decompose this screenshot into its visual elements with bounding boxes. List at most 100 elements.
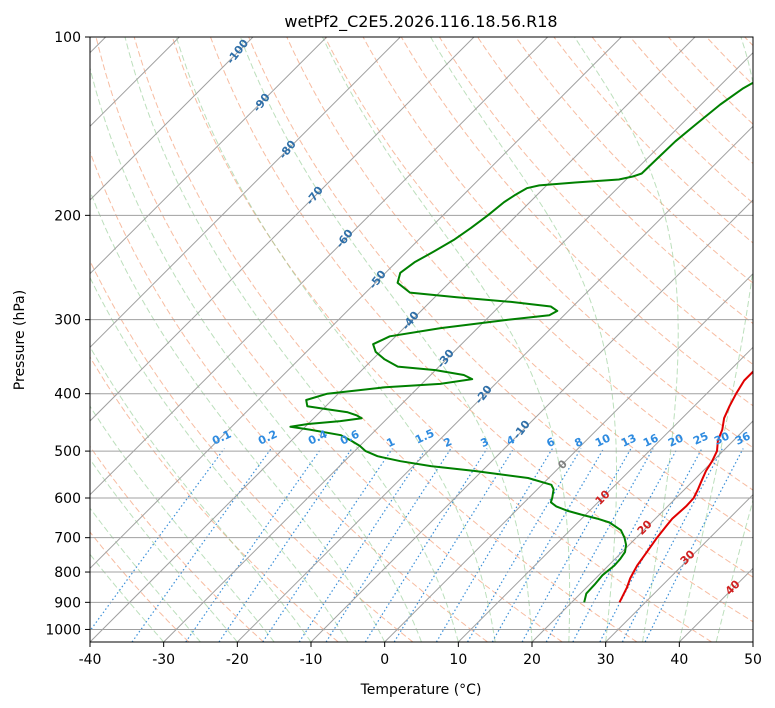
mixing-ratio-line — [185, 448, 322, 642]
dry-adiabat-line — [706, 37, 753, 86]
isotherm-line — [90, 37, 475, 422]
isotherm-line — [163, 51, 753, 642]
isotherm-line — [90, 37, 328, 275]
mixing-ratio-line — [572, 448, 678, 642]
mixing-ratio-label: 8 — [573, 435, 585, 450]
mixing-ratio-label: 6 — [545, 435, 558, 450]
moist-adiabat-line — [574, 37, 679, 642]
isotherm-line — [678, 567, 753, 642]
mixing-ratio-line — [325, 448, 452, 642]
y-tick-label: 100 — [54, 30, 81, 46]
dry-adiabat-line — [248, 37, 753, 578]
moist-adiabat-line — [90, 276, 349, 642]
moist-adiabat-line — [90, 458, 238, 642]
mixing-ratio-line — [131, 448, 272, 642]
mixing-ratio-label: 0.2 — [256, 428, 279, 448]
y-tick-label: 400 — [54, 387, 81, 403]
dry-adiabat-line — [90, 531, 190, 642]
moist-adiabat-line — [715, 498, 753, 642]
x-tick-label: 0 — [380, 652, 389, 668]
moist-adiabat-label: 20 — [635, 517, 655, 537]
mixing-ratio-line — [599, 448, 703, 642]
moist-adiabat-line — [124, 37, 459, 642]
mixing-ratio-line — [621, 448, 723, 642]
isotherm-line — [457, 346, 753, 642]
mixing-ratio-line — [364, 448, 488, 642]
y-tick-label: 900 — [54, 595, 81, 611]
mixing-ratio-line — [393, 448, 515, 642]
x-tick-label: -40 — [79, 652, 102, 668]
mixing-ratio-line — [491, 448, 605, 642]
moist-adiabat-label: 40 — [723, 577, 743, 597]
dry-adiabat-line — [744, 37, 753, 47]
isotherm-line — [90, 37, 549, 496]
moist-adiabat-line — [90, 65, 422, 642]
moist-adiabat-line — [678, 37, 753, 642]
isotherm-line — [90, 37, 254, 201]
y-tick-label: 200 — [54, 208, 81, 224]
mixing-ratio-line — [90, 448, 225, 632]
mixing-ratio-label: 3 — [479, 435, 491, 450]
moist-adiabat-line — [239, 37, 533, 642]
mixing-ratio-line — [435, 448, 554, 642]
dry-adiabat-label: -60 — [333, 227, 356, 251]
tick-layer: -40 -30 -20 -10 0 10 20 30 40 5010020030040050060… — [45, 30, 762, 668]
isotherm-line — [531, 420, 753, 642]
mixing-ratio-label: 30 — [712, 429, 732, 447]
plot-frame — [89, 36, 754, 643]
mixing-ratio-line — [218, 448, 353, 642]
dry-adiabat-label: -30 — [434, 347, 457, 371]
x-tick-label: 50 — [744, 652, 762, 668]
isotherm-line — [752, 641, 753, 642]
y-tick-label: 500 — [54, 444, 81, 460]
mixing-ratio-label: 25 — [691, 429, 710, 447]
isotherm-line — [236, 125, 753, 642]
mixing-ratio-label: 1 — [385, 435, 397, 450]
moist-adiabat-line — [175, 37, 496, 642]
mixing-ratio-label: 0.1 — [210, 428, 233, 448]
isotherm-line — [90, 37, 401, 349]
x-tick-label: 20 — [523, 652, 541, 668]
dry-adiabat-line — [515, 37, 753, 284]
mixing-ratio-line — [298, 448, 427, 642]
dry-adiabat-line — [133, 37, 638, 642]
moist-adiabat-line — [322, 37, 571, 642]
y-tick-label: 300 — [54, 313, 81, 329]
moist-adiabat-line — [90, 507, 201, 642]
mixing-ratio-label: 10 — [593, 431, 613, 449]
moist-adiabat-line — [90, 345, 312, 642]
moist-adiabat-line — [90, 405, 275, 642]
moist-adiabat-line — [90, 189, 386, 642]
dry-adiabat-line — [210, 37, 753, 623]
isotherm-line — [310, 199, 753, 642]
dry-adiabat-line — [400, 37, 753, 407]
moist-adiabat-line — [430, 37, 617, 642]
chart-title: wetPf2_C2E5.2026.116.18.56.R18 — [284, 12, 557, 32]
mixing-ratio-label: 16 — [641, 431, 661, 449]
isotherm-line — [90, 37, 622, 570]
background-lines — [90, 37, 753, 642]
dry-adiabat-line — [90, 356, 339, 642]
x-tick-label: -20 — [226, 652, 249, 668]
dry-adiabat-line — [90, 150, 488, 642]
x-tick-label: 40 — [670, 652, 688, 668]
profile-line — [618, 370, 753, 603]
mixing-ratio-line — [644, 448, 744, 642]
moist-adiabat-line — [90, 553, 165, 642]
y-axis-title: Pressure (hPa) — [12, 290, 28, 390]
series-layer — [289, 81, 753, 603]
x-tick-label: 30 — [597, 652, 615, 668]
y-tick-label: 800 — [54, 565, 81, 581]
isotherm-line — [90, 37, 696, 642]
x-axis-title: Temperature (°C) — [360, 682, 482, 698]
isotherm-line — [384, 272, 753, 642]
y-tick-label: 600 — [54, 491, 81, 507]
y-tick-label: 1000 — [45, 622, 81, 638]
isotherm-line — [605, 493, 753, 642]
dry-adiabat-line — [95, 37, 563, 642]
mixing-ratio-label: 36 — [733, 429, 753, 447]
x-tick-label: -10 — [300, 652, 323, 668]
dry-adiabat-line — [438, 37, 753, 366]
y-tick-label: 700 — [54, 531, 81, 547]
